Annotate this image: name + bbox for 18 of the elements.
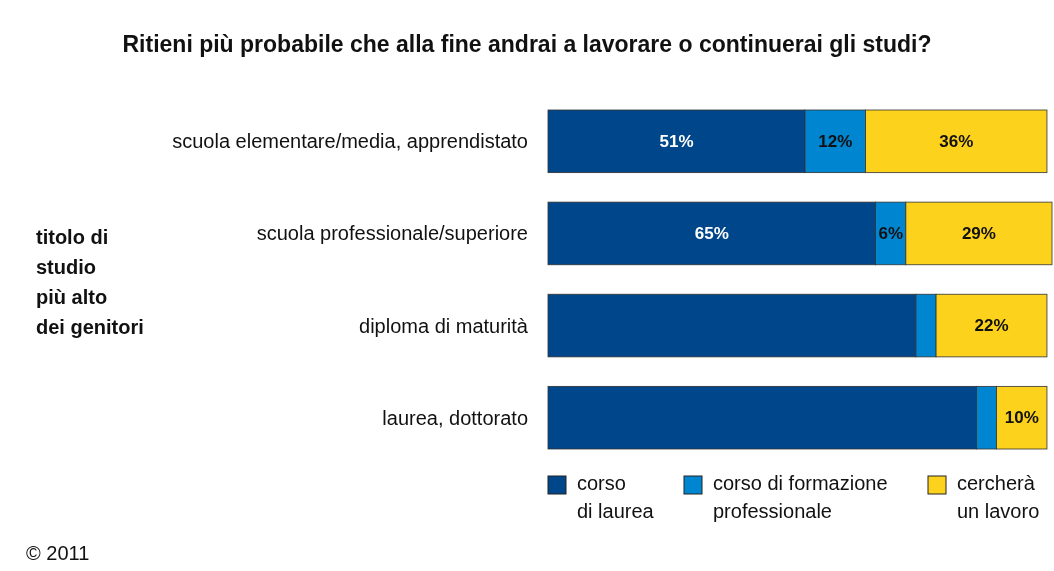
series-label: corso di laurea <box>577 472 655 522</box>
y-tick-label: scuola elementare/media, apprendistato <box>172 130 528 153</box>
chart-title: Ritieni più probabile che alla fine andrai a lavorare o continuerai gli studi? <box>122 31 932 57</box>
data-label: 22% <box>974 316 1009 336</box>
text: © 2011 <box>26 542 90 564</box>
y-tick-label: scuola professionale/superiore <box>256 222 528 245</box>
legend-label: corso di formazione professionale <box>713 472 888 522</box>
data-label: 6% <box>878 223 904 243</box>
data-label: 51% <box>659 131 694 151</box>
data-label: 10% <box>1004 408 1039 428</box>
y-axis-title: titolo di studio più alto dei genitori <box>36 226 144 338</box>
legend-label: cercherà un lavoro <box>957 472 1040 522</box>
data-label: 36% <box>939 131 974 151</box>
data-label: 12% <box>818 131 853 151</box>
data-label: 29% <box>961 223 996 243</box>
y-tick-label: diploma di maturità <box>359 314 529 337</box>
y-tick-label: laurea, dottorato <box>382 406 528 429</box>
data-label: 65% <box>694 223 729 243</box>
